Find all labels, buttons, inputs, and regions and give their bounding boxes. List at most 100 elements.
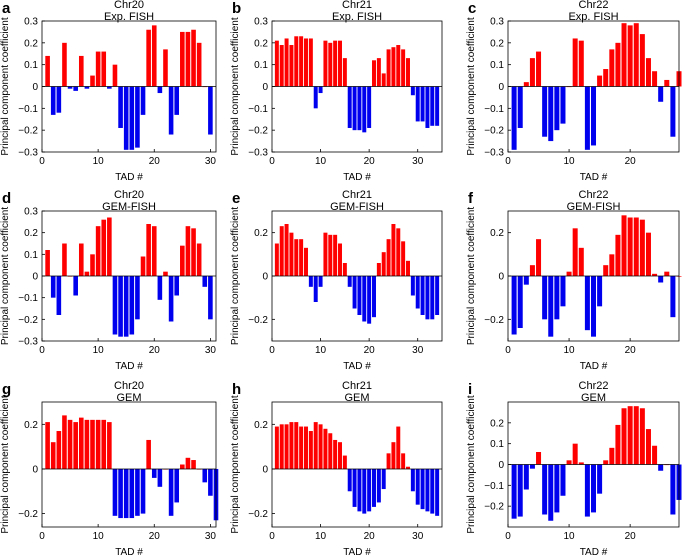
y-tick-label: 0.1 xyxy=(24,250,38,261)
y-axis-label: Principal component coefficient xyxy=(0,207,11,345)
y-tick-label: 0 xyxy=(498,82,504,93)
bar-tad-16 xyxy=(603,265,609,276)
bar-tad-11 xyxy=(323,428,328,469)
bar-tad-32 xyxy=(425,276,430,320)
bar-tad-18 xyxy=(140,256,146,276)
x-tick-label: 20 xyxy=(149,345,161,356)
chart-title: Chr22 xyxy=(579,189,609,201)
y-tick-label: 0.2 xyxy=(24,420,38,431)
bar-tad-15 xyxy=(342,58,347,87)
bar-tad-9 xyxy=(313,86,318,109)
bar-tad-24 xyxy=(174,276,180,296)
bar-tad-3 xyxy=(284,38,289,87)
x-axis-label: TAD # xyxy=(343,172,371,183)
bar-tad-17 xyxy=(352,86,357,131)
bar-tad-17 xyxy=(609,254,615,276)
x-tick-label: 10 xyxy=(315,156,327,167)
bar-tad-19 xyxy=(146,439,151,469)
bar-tad-27 xyxy=(191,228,196,276)
bar-tad-21 xyxy=(372,276,376,318)
bar-tad-16 xyxy=(129,468,135,519)
chart-title: Chr20 xyxy=(114,189,144,201)
bar-tad-8 xyxy=(554,464,560,513)
bar-tad-11 xyxy=(101,219,107,276)
bar-tad-20 xyxy=(151,226,157,276)
bar-tad-29 xyxy=(202,468,208,483)
bar-tad-21 xyxy=(633,406,639,465)
x-tick-label: 30 xyxy=(205,156,217,167)
bar-tad-3 xyxy=(523,82,529,87)
bar-tad-7 xyxy=(548,464,554,521)
y-tick-label: 0 xyxy=(262,272,268,283)
bar-tad-12 xyxy=(107,217,112,276)
bar-tad-28 xyxy=(196,243,202,276)
bar-tad-7 xyxy=(548,276,554,337)
bar-tad-7 xyxy=(304,247,308,276)
bar-tad-9 xyxy=(560,276,566,307)
bar-tad-14 xyxy=(338,40,342,87)
bar-tad-1 xyxy=(274,243,279,276)
y-tick-label: 0.2 xyxy=(254,420,268,431)
bar-tad-8 xyxy=(84,419,90,469)
bar-tad-25 xyxy=(658,464,664,471)
chart-subtitle: GEM xyxy=(344,392,369,404)
bar-tad-5 xyxy=(536,452,542,465)
x-tick-label: 10 xyxy=(564,531,576,542)
y-tick-label: −0.3 xyxy=(18,337,38,348)
bar-tad-2 xyxy=(50,276,56,298)
bar-tad-15 xyxy=(597,276,603,307)
y-tick-label: 0.2 xyxy=(254,38,268,49)
bar-tad-2 xyxy=(50,86,56,115)
y-tick-label: −0.2 xyxy=(484,126,504,137)
bar-tad-8 xyxy=(308,276,313,287)
bar-tad-29 xyxy=(410,86,415,96)
bar-tad-9 xyxy=(560,86,566,124)
bar-tad-27 xyxy=(191,460,196,469)
bar-tad-23 xyxy=(381,252,386,276)
chart-subtitle: GEM-FISH xyxy=(330,201,384,213)
bar-tad-17 xyxy=(609,49,615,87)
bar-tad-6 xyxy=(299,36,304,87)
bar-tad-11 xyxy=(572,228,578,276)
chart-subtitle: Exp. FISH xyxy=(332,11,382,23)
x-tick-label: 0 xyxy=(269,531,275,542)
bar-tad-6 xyxy=(73,86,78,91)
bar-tad-15 xyxy=(597,75,603,87)
bar-tad-28 xyxy=(406,260,410,276)
bar-tad-14 xyxy=(591,86,597,146)
panel-letter: a xyxy=(2,0,11,17)
y-tick-label: −0.2 xyxy=(18,509,38,520)
bar-tad-23 xyxy=(645,232,651,276)
bar-tad-23 xyxy=(645,58,651,87)
x-tick-label: 30 xyxy=(412,156,424,167)
bar-tad-34 xyxy=(435,468,440,516)
bar-tad-15 xyxy=(342,263,347,276)
x-axis-label: TAD # xyxy=(343,361,371,372)
bar-tad-18 xyxy=(615,424,621,465)
panel-letter: g xyxy=(2,381,11,398)
bar-tad-7 xyxy=(78,243,84,276)
bar-tad-1 xyxy=(45,55,50,87)
y-axis-label: Principal component coefficient xyxy=(0,17,11,155)
bar-tad-1 xyxy=(274,40,279,87)
bar-tad-15 xyxy=(597,464,603,494)
bar-tad-19 xyxy=(621,23,627,87)
bar-tad-1 xyxy=(45,250,50,276)
y-tick-label: −0.2 xyxy=(248,315,268,326)
bar-tad-5 xyxy=(294,422,299,469)
bar-tad-19 xyxy=(362,468,367,514)
bar-tad-30 xyxy=(208,86,213,135)
bar-tad-2 xyxy=(517,276,523,328)
chart-title: Chr21 xyxy=(342,380,372,392)
bar-tad-18 xyxy=(357,468,362,512)
bar-tad-4 xyxy=(289,232,294,276)
bar-tad-1 xyxy=(511,464,517,519)
x-tick-label: 0 xyxy=(505,156,511,167)
y-axis-label: Principal component coefficient xyxy=(230,207,241,345)
bar-tad-34 xyxy=(435,86,440,126)
bar-tad-15 xyxy=(342,455,347,469)
bar-tad-16 xyxy=(347,276,352,287)
